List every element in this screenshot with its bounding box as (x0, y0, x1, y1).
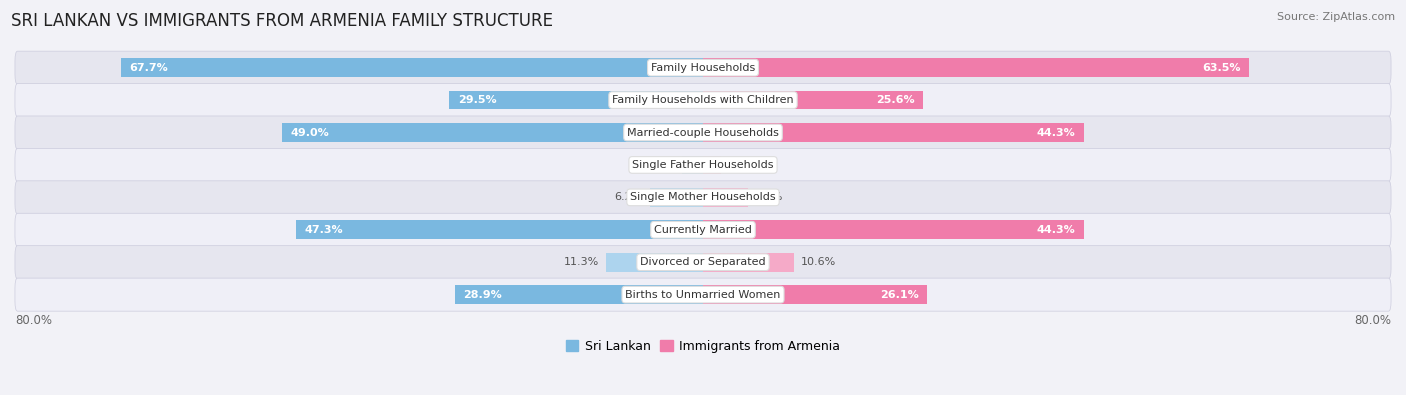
Text: Single Mother Households: Single Mother Households (630, 192, 776, 202)
Text: 44.3%: 44.3% (1036, 225, 1076, 235)
Text: Source: ZipAtlas.com: Source: ZipAtlas.com (1277, 12, 1395, 22)
Text: Family Households with Children: Family Households with Children (612, 95, 794, 105)
FancyBboxPatch shape (15, 278, 1391, 311)
Bar (121, 58, 703, 77)
Text: 67.7%: 67.7% (129, 63, 169, 73)
Text: 28.9%: 28.9% (463, 290, 502, 300)
Text: Currently Married: Currently Married (654, 225, 752, 235)
Text: 80.0%: 80.0% (15, 314, 52, 327)
Text: 5.2%: 5.2% (755, 192, 783, 202)
Text: 80.0%: 80.0% (1354, 314, 1391, 327)
FancyBboxPatch shape (15, 84, 1391, 117)
Text: 10.6%: 10.6% (801, 257, 837, 267)
Text: 2.4%: 2.4% (647, 160, 675, 170)
Bar (703, 220, 1084, 239)
Bar (703, 123, 1084, 142)
Text: 47.3%: 47.3% (305, 225, 343, 235)
Text: 63.5%: 63.5% (1202, 63, 1240, 73)
Text: Married-couple Households: Married-couple Households (627, 128, 779, 137)
FancyBboxPatch shape (15, 116, 1391, 149)
Bar (281, 123, 703, 142)
Text: 11.3%: 11.3% (564, 257, 599, 267)
Bar (454, 285, 703, 304)
Bar (297, 220, 703, 239)
Bar (650, 188, 703, 207)
Bar (703, 91, 924, 109)
Bar (703, 253, 794, 272)
Text: Family Households: Family Households (651, 63, 755, 73)
Text: 44.3%: 44.3% (1036, 128, 1076, 137)
Bar (703, 188, 748, 207)
Text: 6.2%: 6.2% (614, 192, 643, 202)
FancyBboxPatch shape (15, 149, 1391, 181)
Text: Divorced or Separated: Divorced or Separated (640, 257, 766, 267)
Text: Births to Unmarried Women: Births to Unmarried Women (626, 290, 780, 300)
Bar (450, 91, 703, 109)
Text: 2.1%: 2.1% (728, 160, 756, 170)
FancyBboxPatch shape (15, 213, 1391, 246)
Text: Single Father Households: Single Father Households (633, 160, 773, 170)
Text: 49.0%: 49.0% (290, 128, 329, 137)
FancyBboxPatch shape (15, 246, 1391, 279)
Bar (703, 58, 1249, 77)
FancyBboxPatch shape (15, 51, 1391, 84)
Bar (606, 253, 703, 272)
Legend: Sri Lankan, Immigrants from Armenia: Sri Lankan, Immigrants from Armenia (561, 335, 845, 358)
Bar (703, 156, 721, 174)
Text: SRI LANKAN VS IMMIGRANTS FROM ARMENIA FAMILY STRUCTURE: SRI LANKAN VS IMMIGRANTS FROM ARMENIA FA… (11, 12, 553, 30)
Bar (682, 156, 703, 174)
Text: 26.1%: 26.1% (880, 290, 918, 300)
Bar (703, 285, 928, 304)
Text: 29.5%: 29.5% (458, 95, 496, 105)
Text: 25.6%: 25.6% (876, 95, 914, 105)
FancyBboxPatch shape (15, 181, 1391, 214)
